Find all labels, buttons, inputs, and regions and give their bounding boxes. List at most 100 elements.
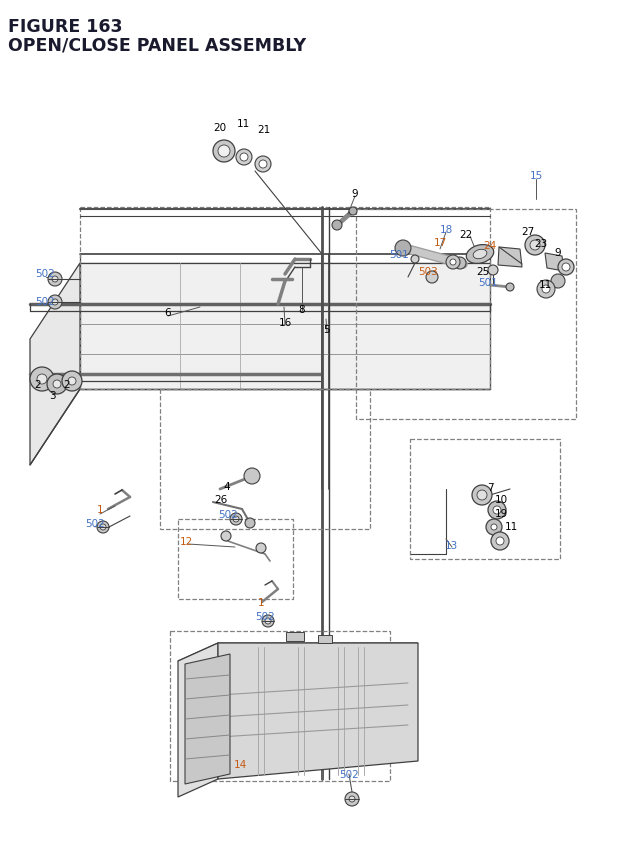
Circle shape xyxy=(477,491,487,500)
Circle shape xyxy=(349,796,355,802)
Circle shape xyxy=(488,266,498,276)
Text: 501: 501 xyxy=(389,250,409,260)
Circle shape xyxy=(265,618,271,624)
Circle shape xyxy=(345,792,359,806)
Circle shape xyxy=(52,300,58,306)
Ellipse shape xyxy=(467,245,493,264)
Text: 17: 17 xyxy=(433,238,447,248)
Text: 22: 22 xyxy=(460,230,472,239)
Circle shape xyxy=(53,381,61,388)
Polygon shape xyxy=(545,254,564,272)
Polygon shape xyxy=(218,643,418,779)
Circle shape xyxy=(332,220,342,231)
Text: 502: 502 xyxy=(35,297,55,307)
Text: 20: 20 xyxy=(213,123,227,133)
Circle shape xyxy=(551,275,565,288)
Circle shape xyxy=(496,537,504,545)
Circle shape xyxy=(221,531,231,542)
Text: 11: 11 xyxy=(504,522,518,531)
Text: 16: 16 xyxy=(278,318,292,328)
Circle shape xyxy=(486,519,502,536)
Text: OPEN/CLOSE PANEL ASSEMBLY: OPEN/CLOSE PANEL ASSEMBLY xyxy=(8,36,306,54)
Circle shape xyxy=(218,146,230,158)
Circle shape xyxy=(426,272,438,283)
Circle shape xyxy=(233,517,239,523)
Text: 15: 15 xyxy=(529,170,543,181)
Circle shape xyxy=(491,524,497,530)
Bar xyxy=(286,632,304,641)
Circle shape xyxy=(236,150,252,166)
Text: FIGURE 163: FIGURE 163 xyxy=(8,18,122,36)
Text: 4: 4 xyxy=(224,481,230,492)
Circle shape xyxy=(349,208,357,216)
Text: 2: 2 xyxy=(64,380,70,389)
Ellipse shape xyxy=(473,250,487,259)
Circle shape xyxy=(68,378,76,386)
Circle shape xyxy=(97,522,109,533)
Circle shape xyxy=(493,506,501,514)
Bar xyxy=(318,635,332,643)
Text: 1: 1 xyxy=(97,505,103,514)
Circle shape xyxy=(454,257,466,269)
Circle shape xyxy=(48,295,62,310)
Circle shape xyxy=(530,241,540,251)
Circle shape xyxy=(450,260,456,266)
Polygon shape xyxy=(178,643,218,797)
Text: 502: 502 xyxy=(35,269,55,279)
Polygon shape xyxy=(80,263,490,389)
Text: 1: 1 xyxy=(258,598,264,607)
Circle shape xyxy=(30,368,54,392)
Circle shape xyxy=(491,532,509,550)
Polygon shape xyxy=(178,643,418,661)
Text: 502: 502 xyxy=(339,769,359,779)
Circle shape xyxy=(262,616,274,628)
Circle shape xyxy=(37,375,47,385)
Circle shape xyxy=(537,281,555,299)
Circle shape xyxy=(446,256,460,269)
Circle shape xyxy=(472,486,492,505)
Circle shape xyxy=(48,273,62,287)
Bar xyxy=(410,439,560,560)
Polygon shape xyxy=(30,263,80,466)
Text: 9: 9 xyxy=(352,189,358,199)
Text: 11: 11 xyxy=(538,280,552,289)
Circle shape xyxy=(52,276,58,282)
Bar xyxy=(170,631,390,781)
Circle shape xyxy=(506,283,514,292)
Circle shape xyxy=(256,543,266,554)
Circle shape xyxy=(542,286,550,294)
Text: 501: 501 xyxy=(478,278,498,288)
Circle shape xyxy=(488,501,506,519)
Text: 11: 11 xyxy=(236,119,250,129)
Text: 14: 14 xyxy=(234,759,246,769)
Text: 7: 7 xyxy=(486,482,493,492)
Text: 9: 9 xyxy=(555,248,561,257)
Text: 23: 23 xyxy=(534,238,548,249)
Bar xyxy=(160,389,370,530)
Circle shape xyxy=(244,468,260,485)
Text: 5: 5 xyxy=(324,325,330,335)
Circle shape xyxy=(259,161,267,169)
Circle shape xyxy=(230,513,242,525)
Text: 502: 502 xyxy=(85,518,105,529)
Bar xyxy=(178,519,293,599)
Text: 27: 27 xyxy=(522,226,534,237)
Circle shape xyxy=(245,518,255,529)
Text: 26: 26 xyxy=(214,494,228,505)
Text: 19: 19 xyxy=(494,508,508,518)
Text: 24: 24 xyxy=(483,241,497,251)
Text: 3: 3 xyxy=(49,391,55,400)
Text: 13: 13 xyxy=(444,541,458,550)
Circle shape xyxy=(100,524,106,530)
Text: 25: 25 xyxy=(476,267,490,276)
Text: 8: 8 xyxy=(299,305,305,314)
Circle shape xyxy=(62,372,82,392)
Circle shape xyxy=(558,260,574,276)
Bar xyxy=(356,210,576,419)
Text: 503: 503 xyxy=(418,267,438,276)
Text: 502: 502 xyxy=(218,510,238,519)
Text: 12: 12 xyxy=(179,536,193,547)
Text: 18: 18 xyxy=(440,225,452,235)
Circle shape xyxy=(562,263,570,272)
Circle shape xyxy=(240,154,248,162)
